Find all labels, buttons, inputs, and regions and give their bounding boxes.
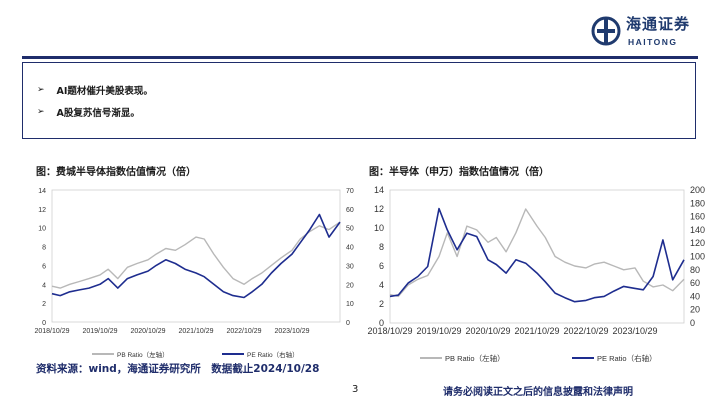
- y-right-tick-label: 80: [690, 265, 700, 275]
- haitong-emblem-icon: [591, 16, 621, 46]
- y-left-tick-label: 12: [374, 204, 384, 214]
- pe-ratio-line: [389, 207, 685, 303]
- y-left-tick-label: 2: [42, 301, 46, 308]
- chart-title-sw-semiconductor: 图：半导体（申万）指数估值情况（倍）: [369, 167, 549, 178]
- x-tick-label: 2023/10/29: [274, 328, 309, 335]
- header-divider: [22, 56, 698, 59]
- x-tick-label: 2021/10/29: [178, 328, 213, 335]
- y-left-tick-label: 2: [379, 299, 384, 309]
- sw-semiconductor-valuation-chart: 0246810121402040608010012014016018020020…: [367, 185, 705, 363]
- bullet-arrow-icon: ➢: [37, 85, 45, 95]
- legal-disclaimer: 请务必阅读正文之后的信息披露和法律声明: [443, 387, 633, 398]
- y-right-tick-label: 70: [346, 188, 354, 195]
- y-right-tick-label: 20: [690, 305, 700, 315]
- legend-label: PB Ratio（左轴）: [445, 353, 505, 363]
- y-right-tick-label: 200: [690, 185, 705, 195]
- pe-ratio-line: [51, 213, 341, 299]
- x-tick-label: 2022/10/29: [563, 326, 608, 336]
- bullet-arrow-icon: ➢: [37, 107, 45, 117]
- y-left-tick-label: 6: [379, 261, 384, 271]
- y-left-tick-label: 12: [38, 207, 46, 214]
- y-left-tick-label: 8: [42, 245, 46, 252]
- y-left-tick-label: 0: [42, 320, 46, 327]
- y-right-tick-label: 100: [690, 252, 705, 262]
- legend-label: PE Ratio（右轴）: [247, 350, 299, 359]
- x-tick-label: 2020/10/29: [130, 328, 165, 335]
- y-right-tick-label: 0: [690, 318, 695, 328]
- y-left-tick-label: 10: [38, 226, 46, 233]
- y-right-tick-label: 20: [346, 282, 354, 289]
- x-tick-label: 2020/10/29: [465, 326, 510, 336]
- plot-area: [389, 189, 685, 324]
- x-tick-label: 2023/10/29: [612, 326, 657, 336]
- chart-title-sox: 图：费城半导体指数估值情况（倍）: [36, 167, 196, 178]
- y-left-tick-label: 4: [379, 280, 384, 290]
- pb-ratio-line: [51, 221, 341, 289]
- y-left-tick-label: 10: [374, 223, 384, 233]
- source-note: 资料来源：wind，海通证券研究所 数据截止2024/10/28: [36, 363, 320, 375]
- y-right-tick-label: 0: [346, 320, 350, 327]
- y-left-tick-label: 4: [42, 282, 46, 289]
- y-left-tick-label: 14: [38, 188, 46, 195]
- y-right-tick-label: 30: [346, 263, 354, 270]
- sox-valuation-chart: 0 2 4 6 8 10 12 14 0 10 20 30 40 50 60 70 2018/10/29 2019…: [34, 188, 354, 359]
- y-right-tick-label: 40: [346, 245, 354, 252]
- y-right-tick-label: 10: [346, 301, 354, 308]
- pb-ratio-line: [389, 208, 685, 298]
- x-tick-label: 2018/10/29: [367, 326, 412, 336]
- plot-area: [51, 189, 341, 323]
- summary-bullet-text: A股复苏信号渐显。: [56, 108, 140, 119]
- y-right-tick-label: 60: [346, 207, 354, 214]
- x-tick-label: 2021/10/29: [514, 326, 559, 336]
- x-tick-label: 2019/10/29: [416, 326, 461, 336]
- y-left-tick-label: 8: [379, 242, 384, 252]
- y-left-tick-label: 0: [379, 318, 384, 328]
- x-tick-label: 2022/10/29: [226, 328, 261, 335]
- haitong-logo: 海通证券 HAITONG: [591, 12, 701, 52]
- y-left-tick-label: 14: [374, 185, 384, 195]
- summary-bullet: ➢ AI题材催升美股表现。: [37, 83, 153, 97]
- summary-box: ➢ AI题材催升美股表现。 ➢ A股复苏信号渐显。: [22, 62, 696, 139]
- y-left-tick-label: 6: [42, 263, 46, 270]
- summary-bullet-text: AI题材催升美股表现。: [56, 86, 153, 97]
- legend-label: PB Ratio（左轴）: [117, 350, 169, 359]
- y-right-tick-label: 60: [690, 278, 700, 288]
- x-tick-label: 2018/10/29: [34, 328, 69, 335]
- x-tick-label: 2019/10/29: [82, 328, 117, 335]
- y-right-tick-label: 140: [690, 225, 705, 235]
- logo-english-text: HAITONG: [628, 37, 678, 47]
- summary-bullet: ➢ A股复苏信号渐显。: [37, 105, 140, 119]
- y-right-tick-label: 180: [690, 198, 705, 208]
- logo-chinese-text: 海通证券: [626, 15, 691, 33]
- y-right-tick-label: 160: [690, 212, 705, 222]
- y-right-tick-label: 40: [690, 291, 700, 301]
- y-right-tick-label: 120: [690, 238, 705, 248]
- y-right-tick-label: 50: [346, 226, 354, 233]
- legend-label: PE Ratio（右轴）: [597, 353, 657, 363]
- page-number: 3: [352, 384, 359, 395]
